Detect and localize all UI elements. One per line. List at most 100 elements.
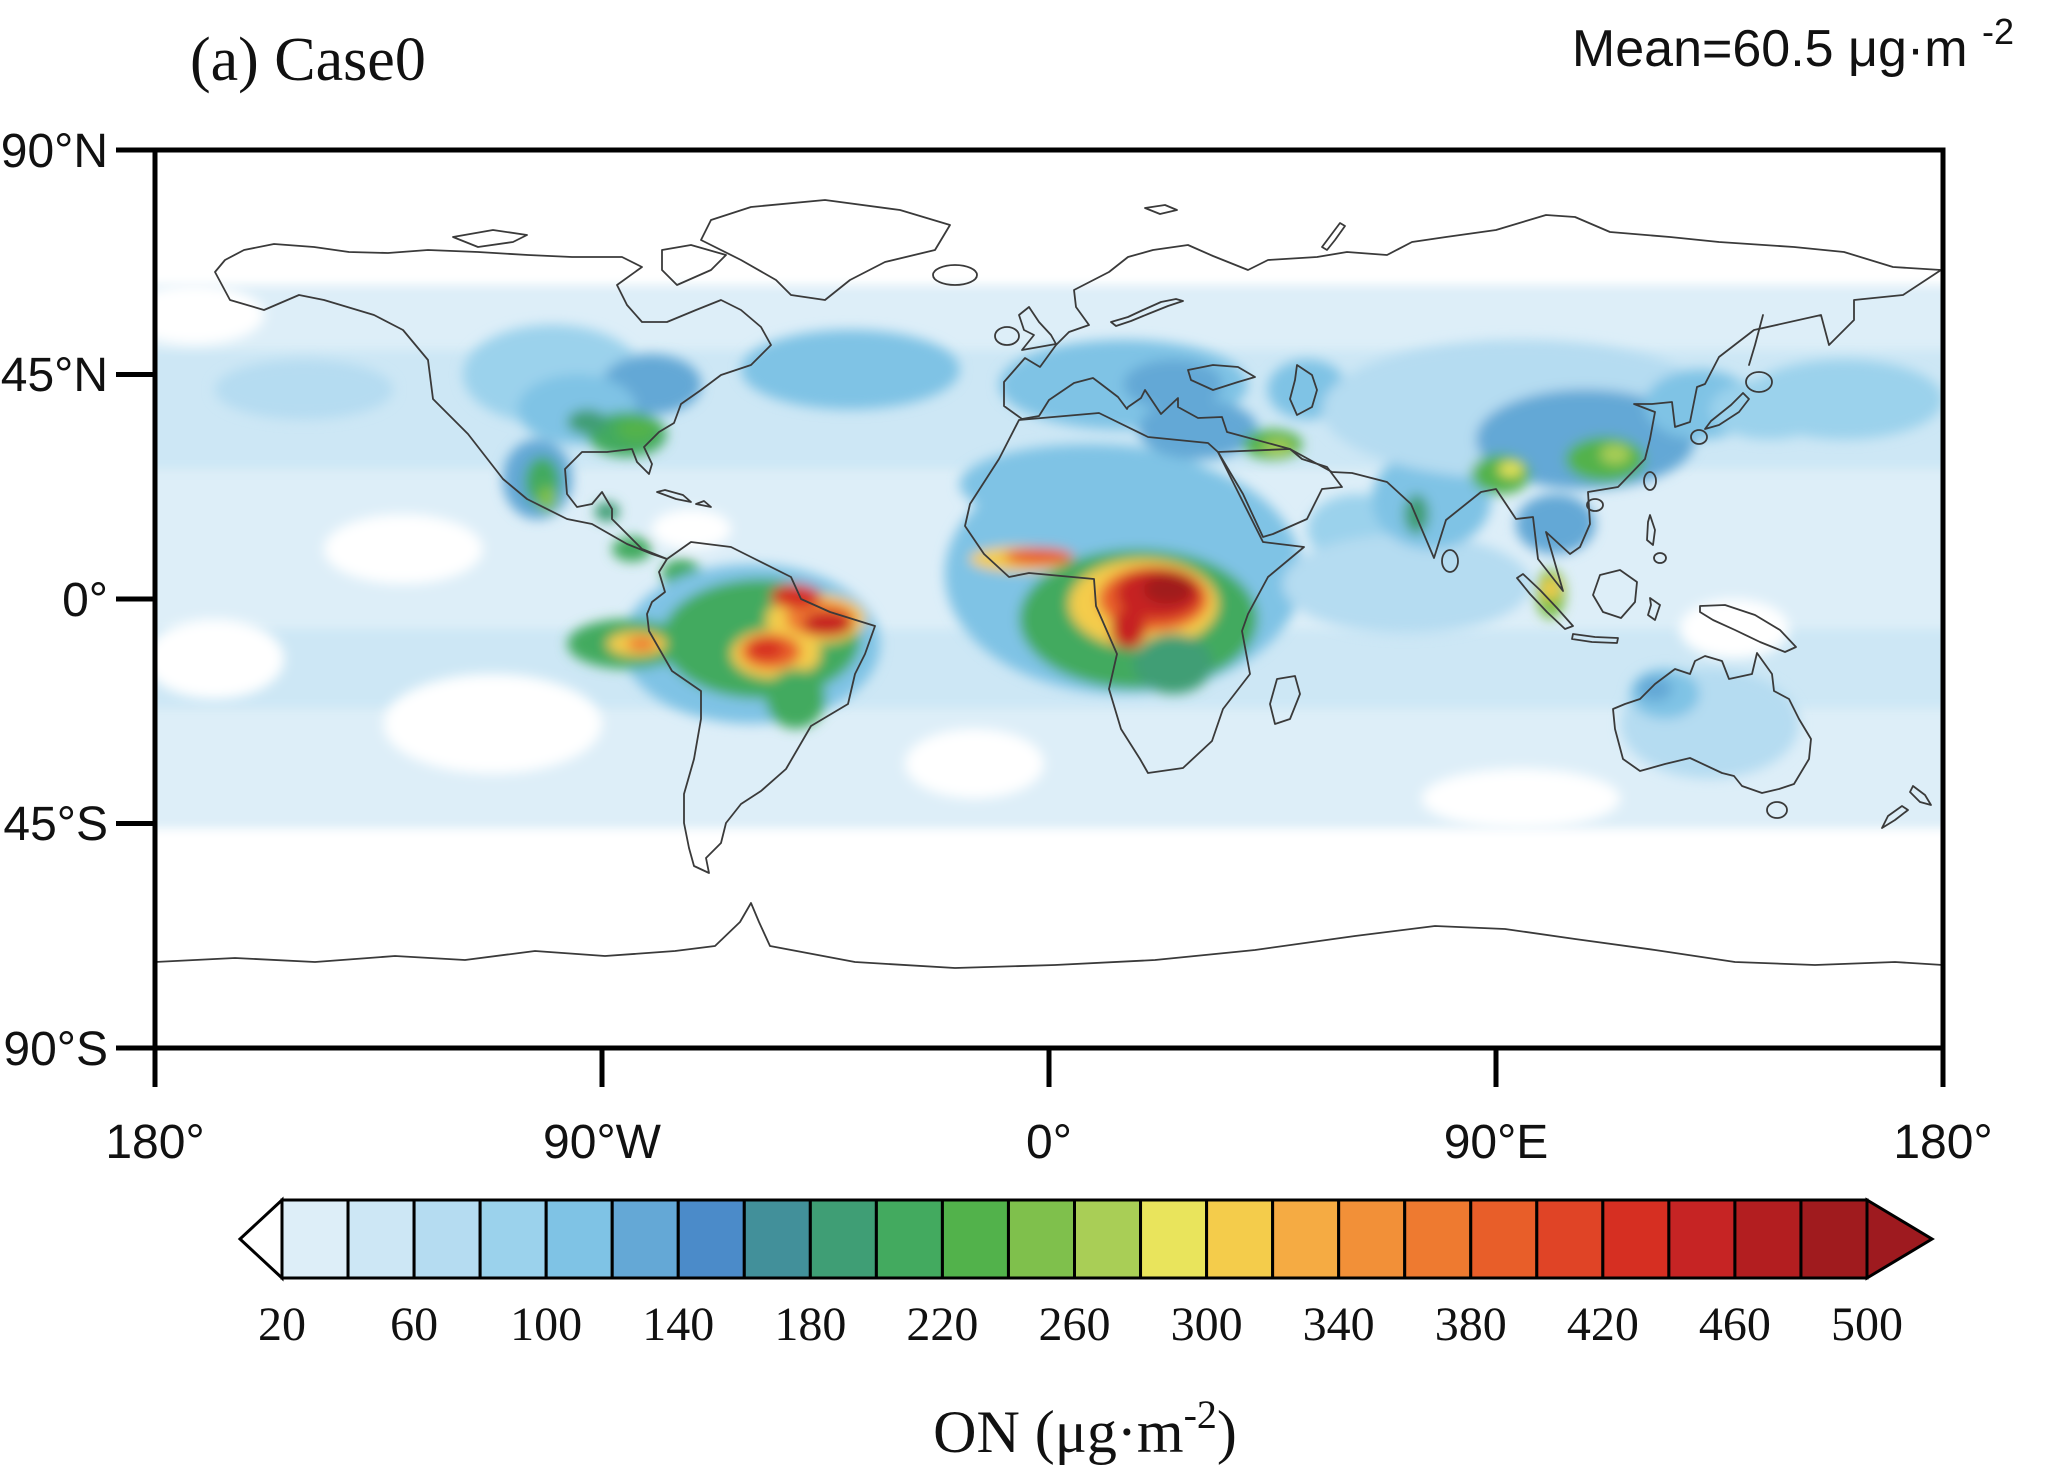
region-mexico-core <box>537 486 558 512</box>
region-s-indian-low <box>1421 768 1621 829</box>
colorbar-over-arrow <box>1865 1197 1935 1281</box>
colorbar-cell-15 <box>1271 1198 1341 1280</box>
lat-ticks <box>116 147 154 1051</box>
region-japan-east-blue <box>1709 379 1829 440</box>
region-peru-plume-orange <box>626 636 657 652</box>
region-ne-india-green <box>1471 454 1531 495</box>
colorbar-cell-8 <box>808 1198 878 1280</box>
region-sumatra-core <box>1541 578 1560 600</box>
region-ne-coast-red <box>803 611 853 637</box>
colorbar-title-close: ) <box>1217 1399 1237 1465</box>
lon-tick-label-180w: 180° <box>105 1116 204 1169</box>
region-s-brazil-green <box>765 668 826 729</box>
colorbar: 20 60 100 140 180 220 260 300 340 380 420 460 500 ON… <box>237 1196 1935 1465</box>
region-indochina-blue <box>1515 494 1596 555</box>
colorbar-cell-20 <box>1601 1198 1671 1280</box>
mean-exponent: -2 <box>1982 11 2014 52</box>
region-iraq-core <box>1262 439 1293 455</box>
colorbar-cells <box>280 1198 1869 1280</box>
coast-eurasia <box>1003 214 1942 592</box>
colorbar-tick-label-100: 100 <box>510 1298 582 1351</box>
colorbar-cell-4 <box>544 1198 614 1280</box>
coast-sri-lanka <box>1441 549 1459 573</box>
colorbar-cell-6 <box>676 1198 746 1280</box>
region-balkans-blue <box>1123 359 1223 410</box>
colorbar-tick-label-20: 20 <box>258 1298 306 1351</box>
region-n-indian-ocean <box>1282 534 1531 634</box>
lat-tick-label-45n: 45°N <box>1 349 108 402</box>
region-s-china-core <box>1600 444 1631 465</box>
lon-tick-label-180e: 180° <box>1893 1116 1992 1169</box>
lon-tick-label-90w: 90°W <box>543 1116 662 1169</box>
coast-nz-north <box>1909 785 1932 806</box>
coast-tasmania <box>1766 801 1788 819</box>
colorbar-title-exponent: -2 <box>1184 1392 1217 1437</box>
coast-caspian-sea <box>1289 364 1318 416</box>
coast-hokkaido <box>1745 371 1773 393</box>
region-se-pacific-low <box>383 673 602 774</box>
coast-honshu <box>1704 392 1750 430</box>
colorbar-cell-12 <box>1073 1198 1143 1280</box>
region-nw-australia-core <box>1637 676 1673 702</box>
region-c-brazil-red <box>748 638 784 659</box>
coast-novaya-zemlya <box>1321 222 1346 251</box>
coast-antarctica <box>154 902 1944 969</box>
coast-kyushu <box>1690 429 1708 445</box>
mean-text: Mean=60.5 μg·m <box>1572 20 1968 78</box>
region-s-atlantic-low <box>904 728 1045 799</box>
colorbar-under-arrow <box>237 1196 284 1282</box>
region-n-atlantic-band <box>741 329 960 410</box>
colorbar-cell-14 <box>1205 1198 1275 1280</box>
colorbar-tick-label-140: 140 <box>642 1298 714 1351</box>
coast-baltic-sea <box>1110 298 1184 327</box>
region-congo-darkred <box>1143 574 1194 604</box>
lon-tick-label-0: 0° <box>1026 1116 1072 1169</box>
colorbar-title: ON (μg·m-2) <box>933 1392 1237 1465</box>
coast-africa <box>964 412 1305 774</box>
coast-greenland <box>700 199 951 301</box>
heat-layer <box>155 150 1943 1048</box>
region-ozark-green <box>567 409 607 435</box>
band-nh-subpolar-band <box>155 284 1943 350</box>
region-bering-low <box>155 284 265 345</box>
colorbar-tick-label-460: 460 <box>1699 1298 1771 1351</box>
colorbar-cell-23 <box>1799 1198 1869 1280</box>
colorbar-cell-16 <box>1337 1198 1407 1280</box>
colorbar-cell-1 <box>346 1198 416 1280</box>
colorbar-cell-3 <box>478 1198 548 1280</box>
lon-tick-label-90e: 90°E <box>1444 1116 1549 1169</box>
colorbar-cell-2 <box>412 1198 482 1280</box>
coast-hainan <box>1586 498 1604 512</box>
coast-madagascar <box>1269 675 1301 725</box>
region-caribbean-low <box>651 509 732 550</box>
region-angola-red <box>1111 608 1146 649</box>
coast-ireland <box>994 326 1020 346</box>
colorbar-tick-label-300: 300 <box>1171 1298 1243 1351</box>
region-n-pacific-east-band <box>214 359 394 420</box>
coast-baffin <box>661 244 727 286</box>
coastlines <box>154 199 1944 969</box>
coast-java <box>1571 633 1619 644</box>
colorbar-cell-21 <box>1667 1198 1737 1280</box>
coast-new-guinea <box>1699 604 1797 653</box>
coast-nz-south <box>1881 805 1909 829</box>
colorbar-tick-label-340: 340 <box>1303 1298 1375 1351</box>
colorbar-cell-19 <box>1535 1198 1605 1280</box>
coast-hispaniola <box>695 500 712 508</box>
coast-australia <box>1612 652 1812 794</box>
coast-sumatra <box>1516 573 1574 630</box>
colorbar-cell-5 <box>610 1198 680 1280</box>
colorbar-cell-0 <box>280 1198 350 1280</box>
coast-philippines <box>1646 514 1656 546</box>
region-ne-india-core <box>1498 461 1524 477</box>
band-arctic-clear <box>155 150 1943 285</box>
colorbar-tick-label-260: 260 <box>1039 1298 1111 1351</box>
mean-annotation: Mean=60.5 μg·m -2 <box>1572 11 2014 78</box>
region-sahara-blue <box>959 444 1218 525</box>
region-s-africa-green <box>1133 633 1213 694</box>
region-c-pacific-low <box>155 618 285 699</box>
lat-tick-label-45s: 45°S <box>3 798 108 851</box>
colorbar-cell-9 <box>874 1198 944 1280</box>
